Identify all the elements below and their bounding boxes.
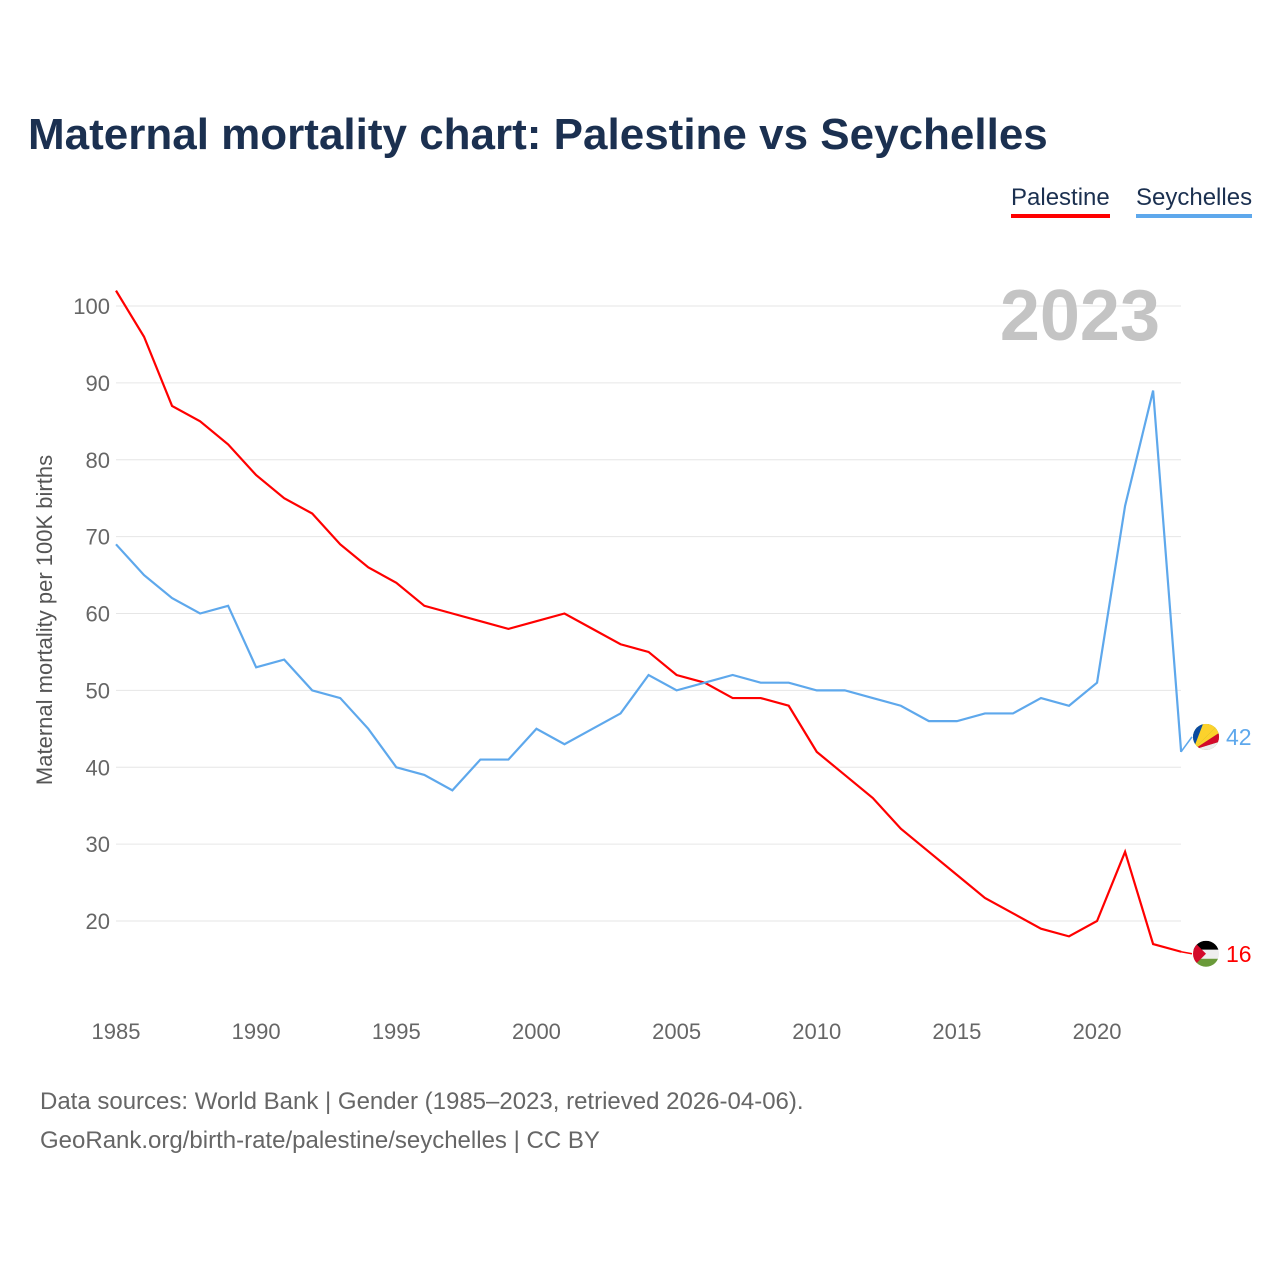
end-connector [1180, 951, 1193, 955]
x-tick-label: 2015 [932, 1019, 981, 1044]
year-watermark: 2023 [1000, 276, 1160, 356]
seychelles-flag-icon [1193, 723, 1219, 750]
y-tick-label: 20 [86, 909, 110, 934]
y-tick-label: 70 [86, 525, 110, 550]
legend-palestine[interactable]: Palestine [1011, 184, 1110, 218]
y-tick-label: 30 [86, 832, 110, 857]
series-line-palestine [115, 290, 1182, 953]
line-chart: 20 30 40 50 60 70 80 90 100 1985 1990 1995 2000 2005 2… [32, 276, 1252, 1044]
source-url[interactable]: GeoRank.org/birth-rate/palestine/seychel… [40, 1127, 600, 1154]
palestine-flag-icon [1193, 940, 1219, 967]
y-tick-label: 60 [86, 602, 110, 627]
x-tick-label: 2005 [652, 1019, 701, 1044]
y-tick-label: 80 [86, 448, 110, 473]
source-line: Data sources: World Bank | Gender (1985–… [40, 1088, 804, 1115]
x-tick-label: 2020 [1073, 1019, 1122, 1044]
x-tick-label: 1995 [372, 1019, 421, 1044]
y-axis-label: Maternal mortality per 100K births [32, 455, 57, 785]
x-tick-label: 1990 [232, 1019, 281, 1044]
y-tick-label: 100 [73, 294, 110, 319]
chart-title: Maternal mortality chart: Palestine vs S… [28, 110, 1048, 159]
y-tick-label: 90 [86, 371, 110, 396]
end-value-label: 42 [1226, 724, 1252, 750]
legend-seychelles[interactable]: Seychelles [1136, 184, 1253, 218]
x-tick-label: 2010 [792, 1019, 841, 1044]
x-tick-label: 1985 [92, 1019, 141, 1044]
series-line-seychelles [115, 390, 1183, 792]
x-tick-label: 2000 [512, 1019, 561, 1044]
end-value-label: 16 [1226, 941, 1252, 967]
y-tick-label: 40 [86, 755, 110, 780]
end-connector [1180, 736, 1193, 753]
y-tick-label: 50 [86, 678, 110, 703]
